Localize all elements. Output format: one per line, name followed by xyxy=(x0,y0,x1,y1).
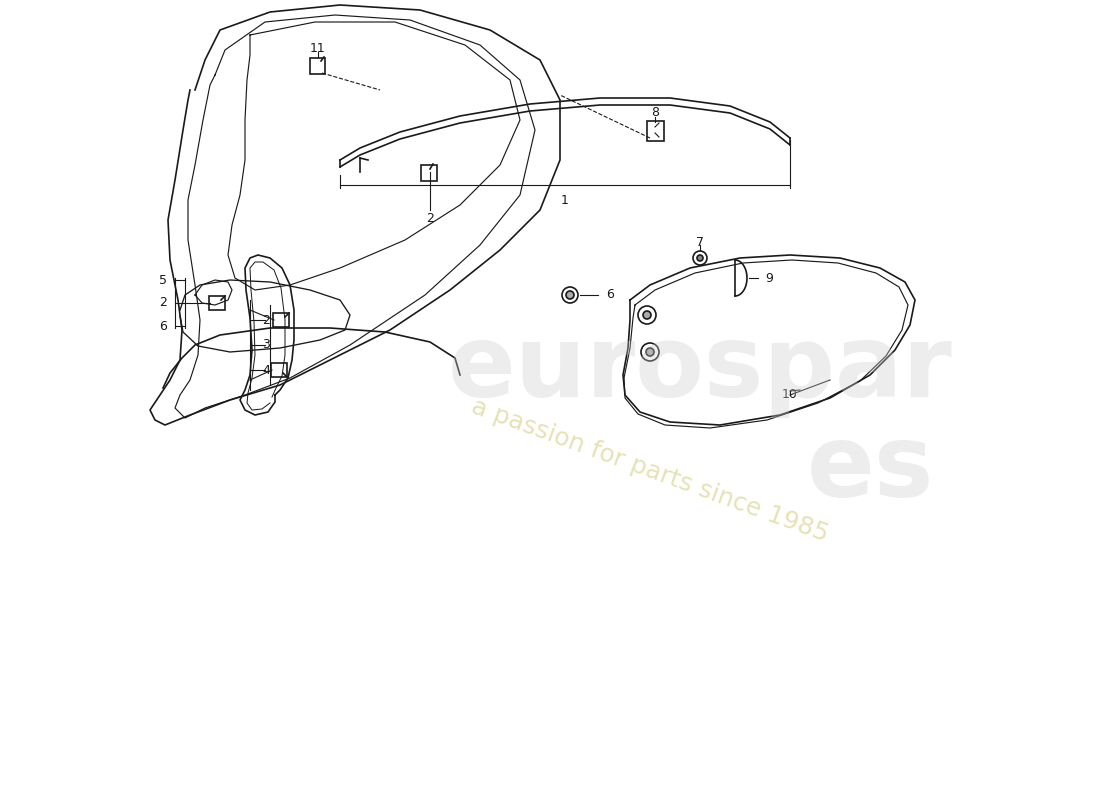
Circle shape xyxy=(638,306,656,324)
Circle shape xyxy=(697,255,703,261)
Text: 8: 8 xyxy=(651,106,659,119)
Text: 3: 3 xyxy=(262,338,270,351)
Text: 7: 7 xyxy=(696,235,704,249)
Circle shape xyxy=(566,291,574,299)
Text: 10: 10 xyxy=(782,389,797,402)
Text: 9: 9 xyxy=(764,271,773,285)
Text: 6: 6 xyxy=(160,319,167,333)
Text: 6: 6 xyxy=(606,289,614,302)
Circle shape xyxy=(562,287,578,303)
Text: 4: 4 xyxy=(262,363,270,377)
Text: a passion for parts since 1985: a passion for parts since 1985 xyxy=(469,394,832,546)
Text: 2: 2 xyxy=(426,211,433,225)
Circle shape xyxy=(693,251,707,265)
Text: eurospar: eurospar xyxy=(448,322,953,418)
Circle shape xyxy=(646,348,654,356)
FancyBboxPatch shape xyxy=(421,165,437,181)
Text: 2: 2 xyxy=(160,297,167,310)
FancyBboxPatch shape xyxy=(647,121,664,141)
Text: 2: 2 xyxy=(262,314,270,326)
FancyBboxPatch shape xyxy=(271,363,287,377)
Text: 11: 11 xyxy=(310,42,326,54)
Text: 5: 5 xyxy=(160,274,167,286)
Circle shape xyxy=(641,343,659,361)
Text: es: es xyxy=(806,422,934,518)
Circle shape xyxy=(644,311,651,319)
FancyBboxPatch shape xyxy=(209,296,226,310)
Text: 1: 1 xyxy=(561,194,569,206)
FancyBboxPatch shape xyxy=(273,313,289,327)
FancyBboxPatch shape xyxy=(310,58,324,74)
